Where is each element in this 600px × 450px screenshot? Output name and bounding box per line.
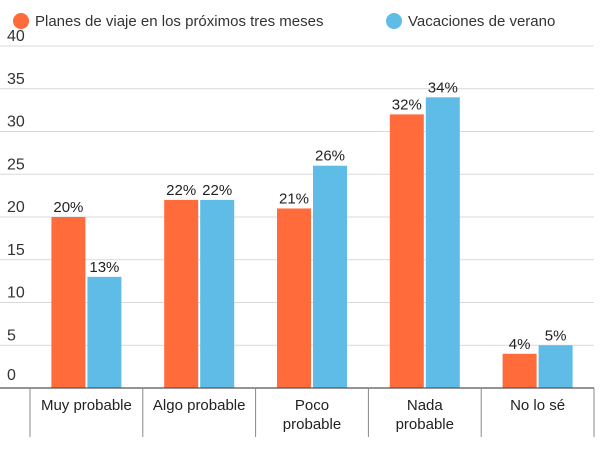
legend-swatch-vacaciones bbox=[386, 13, 402, 29]
y-tick-label: 15 bbox=[7, 242, 25, 259]
data-label: 32% bbox=[392, 96, 422, 113]
bar-planes bbox=[51, 217, 86, 388]
y-tick-label: 0 bbox=[7, 367, 16, 384]
x-tick-label: Muy probable bbox=[41, 397, 132, 414]
x-tick-label: Algo probable bbox=[153, 397, 246, 414]
y-tick-label: 25 bbox=[7, 156, 25, 173]
legend-swatch-planes bbox=[13, 13, 29, 29]
bar-planes bbox=[502, 353, 537, 388]
y-tick-label: 30 bbox=[7, 114, 25, 131]
bar-vacaciones bbox=[313, 165, 347, 388]
data-label: 34% bbox=[428, 79, 458, 96]
bar-vacaciones bbox=[425, 97, 460, 389]
y-tick-label: 20 bbox=[7, 199, 25, 216]
bar-planes bbox=[277, 208, 311, 388]
bar-vacaciones bbox=[538, 345, 573, 388]
bar-vacaciones bbox=[87, 276, 122, 388]
x-tick-label: No lo sé bbox=[510, 397, 565, 414]
x-tick-label: Nada probable bbox=[396, 397, 454, 433]
y-axis-ticks: 0 5 10 15 20 25 30 35 40 bbox=[7, 28, 25, 384]
data-label: 13% bbox=[89, 259, 119, 276]
y-tick-label: 35 bbox=[7, 71, 25, 88]
data-label: 26% bbox=[315, 148, 345, 165]
data-label: 22% bbox=[166, 182, 196, 199]
bars bbox=[51, 97, 573, 389]
data-label: 22% bbox=[202, 182, 232, 199]
x-tick-label: Poco probable bbox=[283, 397, 341, 433]
legend-label-planes: Planes de viaje en los próximos tres mes… bbox=[35, 13, 323, 30]
bar-planes bbox=[389, 114, 424, 389]
data-labels: 20% 13% 22% 22% 21% 26% 32% 34% 4% 5% bbox=[53, 79, 567, 353]
legend-label-vacaciones: Vacaciones de verano bbox=[408, 13, 555, 30]
bar-vacaciones bbox=[200, 199, 235, 388]
y-tick-label: 10 bbox=[7, 285, 25, 302]
x-axis: Muy probable Algo probable Poco probable Nad… bbox=[0, 387, 595, 437]
data-label: 20% bbox=[53, 199, 83, 216]
y-tick-label: 40 bbox=[7, 28, 25, 45]
legend: Planes de viaje en los próximos tres mes… bbox=[13, 13, 555, 30]
data-label: 5% bbox=[545, 327, 567, 344]
data-label: 4% bbox=[509, 336, 531, 353]
y-tick-label: 5 bbox=[7, 327, 16, 344]
data-label: 21% bbox=[279, 190, 309, 207]
bar-planes bbox=[164, 199, 199, 388]
